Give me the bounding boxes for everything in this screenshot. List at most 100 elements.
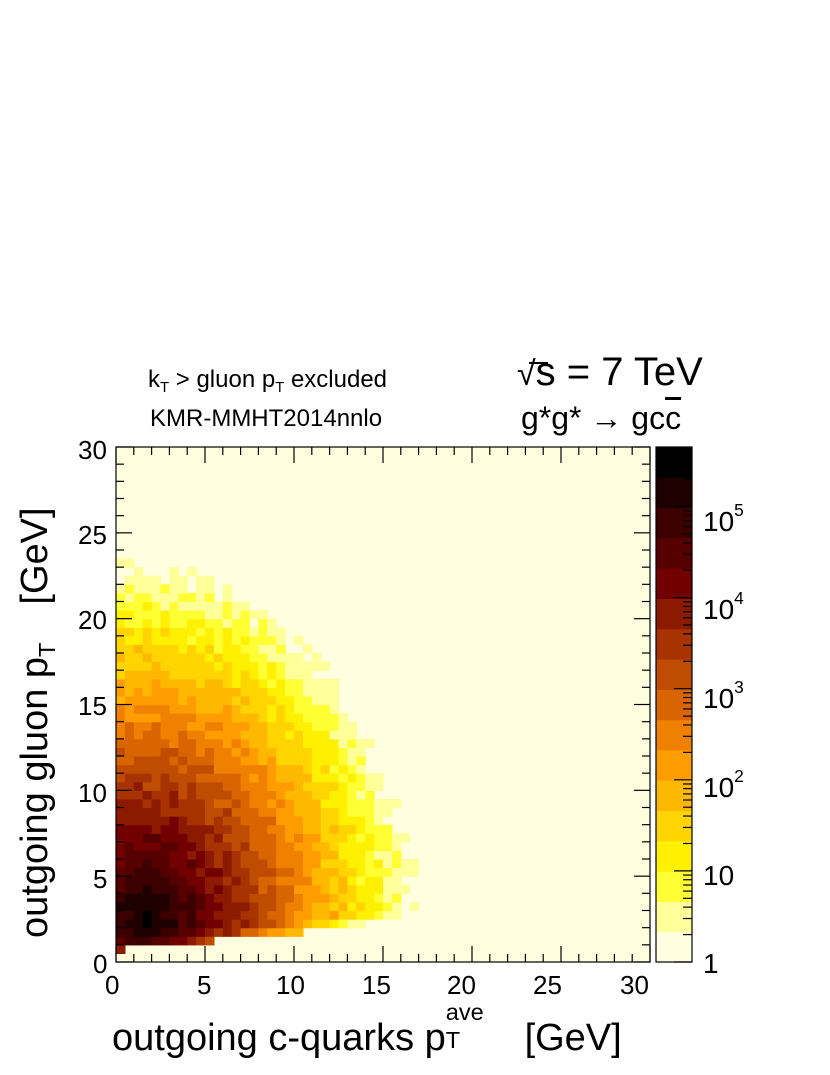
- heatmap-cell: [294, 816, 304, 826]
- heatmap-cell: [231, 618, 242, 628]
- heatmap-cell: [196, 824, 206, 834]
- heatmap-cell: [187, 730, 197, 740]
- heatmap-cell: [320, 850, 331, 860]
- heatmap-cell: [294, 884, 304, 894]
- heatmap-cell: [187, 610, 197, 620]
- heatmap-cell: [222, 695, 233, 706]
- y-tick-label: 5: [93, 864, 108, 894]
- y-tick-label: 20: [78, 605, 107, 635]
- heatmap-cell: [374, 901, 384, 912]
- heatmap-cell: [222, 833, 233, 843]
- heatmap-cell: [213, 704, 224, 714]
- heatmap-cell: [169, 756, 179, 766]
- heatmap-cell: [267, 627, 277, 637]
- heatmap-cell: [267, 790, 277, 800]
- z-tick-label: 102: [703, 766, 744, 804]
- heatmap-cell: [133, 661, 144, 671]
- heatmap-cell: [338, 884, 348, 894]
- heatmap-cell: [267, 876, 277, 886]
- heatmap-cell: [276, 635, 286, 646]
- heatmap-cell: [142, 927, 153, 937]
- heatmap-cell: [178, 713, 188, 723]
- heatmap-cell: [285, 687, 295, 697]
- heatmap-cell: [285, 756, 295, 766]
- heatmap-cell: [213, 850, 224, 860]
- heatmap-cell: [338, 876, 348, 886]
- heatmap-cell: [258, 653, 268, 663]
- heatmap-cell: [187, 678, 197, 688]
- heatmap-cell: [338, 798, 348, 809]
- heatmap-cell: [133, 790, 144, 800]
- heatmap-cell: [160, 695, 170, 706]
- heatmap-cell: [320, 841, 331, 852]
- heatmap-cell: [347, 773, 357, 783]
- heatmap-cell: [116, 867, 126, 877]
- heatmap-cell: [276, 919, 286, 929]
- heatmap-cell: [178, 884, 188, 894]
- heatmap-cell: [329, 859, 340, 869]
- heatmap-cell: [329, 901, 340, 912]
- heatmap-cell: [329, 867, 340, 877]
- heatmap-cell: [294, 850, 304, 860]
- heatmap-cell: [302, 790, 313, 800]
- colorbar-band: [656, 507, 692, 539]
- heatmap-cell: [142, 764, 153, 774]
- heatmap-cell: [240, 635, 251, 646]
- heatmap-cell: [187, 635, 197, 646]
- heatmap-cell: [231, 610, 242, 620]
- heatmap-cell: [249, 790, 259, 800]
- heatmap-cell: [347, 790, 357, 800]
- heatmap-cell: [160, 833, 170, 843]
- heatmap-cell: [222, 798, 233, 809]
- heatmap-cell: [320, 807, 331, 817]
- heatmap-cell: [285, 850, 295, 860]
- heatmap-cell: [160, 850, 170, 860]
- heatmap-cell: [338, 781, 348, 791]
- heatmap-cell: [258, 661, 268, 671]
- heatmap-cell: [320, 764, 331, 774]
- heatmap-cell: [240, 833, 251, 843]
- heatmap-cell: [116, 558, 126, 568]
- heatmap-cell: [320, 884, 331, 894]
- heatmap-cell: [231, 901, 242, 912]
- heatmap-cell: [160, 901, 170, 912]
- heatmap-cell: [329, 807, 340, 817]
- heatmap-cell: [169, 859, 179, 869]
- heatmap-cell: [116, 618, 126, 628]
- heatmap-cell: [338, 910, 348, 920]
- heatmap-cell: [178, 833, 188, 843]
- heatmap-cell: [285, 695, 295, 706]
- heatmap-cell: [205, 781, 215, 791]
- heatmap-cell: [133, 919, 144, 929]
- heatmap-cell: [231, 721, 242, 731]
- x-tick-label: 15: [362, 970, 391, 1000]
- cut-annotation: kT > gluon pT excluded: [148, 366, 387, 396]
- heatmap-cell: [338, 773, 348, 783]
- heatmap-cell: [151, 730, 162, 740]
- x-axis-title-sub: T: [445, 1026, 461, 1053]
- heatmap-cell: [302, 884, 313, 894]
- heatmap-cell: [124, 919, 135, 929]
- heatmap-cell: [160, 627, 170, 637]
- heatmap-cell: [365, 781, 375, 791]
- heatmap-cell: [196, 833, 206, 843]
- heatmap-cell: [329, 876, 340, 886]
- heatmap-cell: [329, 816, 340, 826]
- heatmap-cell: [151, 816, 162, 826]
- heatmap-cell: [231, 764, 242, 774]
- heatmap-cell: [249, 901, 259, 912]
- heatmap-cell: [249, 627, 259, 637]
- heatmap-cell: [178, 824, 188, 834]
- heatmap-cell: [222, 816, 233, 826]
- heatmap-cell: [356, 841, 366, 852]
- heatmap-cell: [222, 610, 233, 620]
- heatmap-cell: [151, 936, 162, 946]
- heatmap-cell: [151, 713, 162, 723]
- heatmap-cell: [187, 781, 197, 791]
- heatmap-cell: [116, 876, 126, 886]
- heatmap-cell: [187, 910, 197, 920]
- heatmap-cell: [374, 773, 384, 783]
- heatmap-cell: [231, 653, 242, 663]
- heatmap-cell: [116, 592, 126, 603]
- heatmap-cell: [240, 601, 251, 611]
